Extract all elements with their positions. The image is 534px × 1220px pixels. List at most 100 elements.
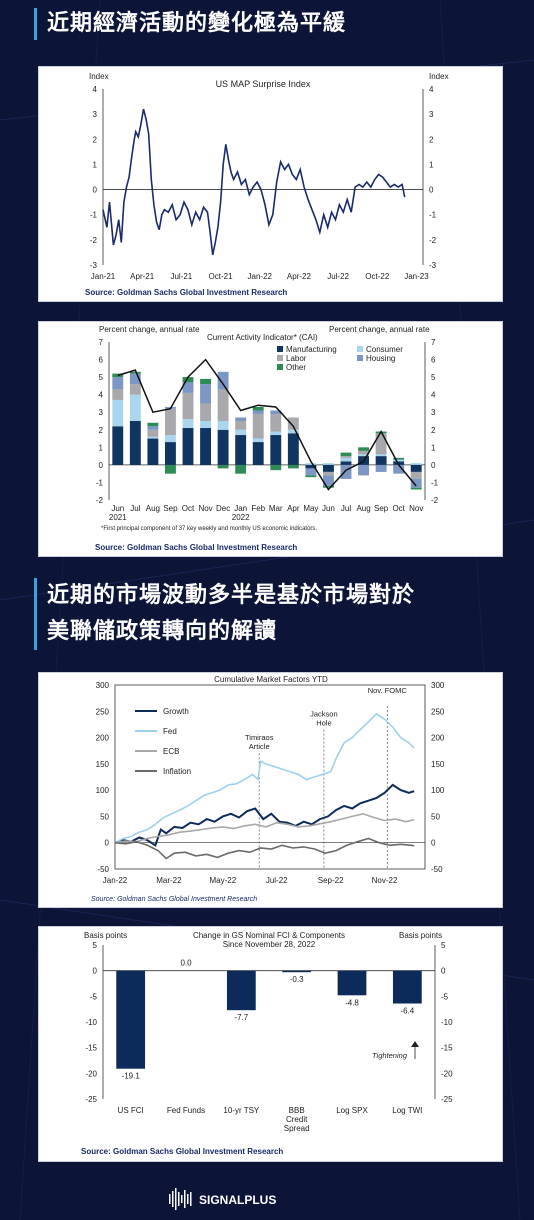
x-tick-label: Jul-21 (170, 272, 192, 281)
bar-segment-manufacturing (270, 435, 282, 465)
chart-source: Source: Goldman Sachs Global Investment … (91, 896, 257, 903)
y-tick-label-right: 2 (431, 426, 436, 435)
x-tick-label: Mar (269, 504, 283, 513)
x-tick-label: Nov (409, 504, 423, 513)
y-tick-label-right: 150 (431, 760, 445, 769)
chart-title: Change in GS Nominal FCI & Components (193, 931, 345, 940)
y-tick-label-left: -2 (96, 496, 104, 505)
bar-segment-manufacturing (217, 429, 229, 465)
y-tick-label-right: 0 (441, 967, 446, 976)
y-tick-label-right: 5 (431, 373, 436, 382)
y-tick-label-right: -5 (441, 992, 449, 1001)
y-tick-label-left: 2 (93, 135, 98, 144)
legend-label-manufacturing: Manufacturing (286, 345, 337, 354)
y-tick-label-left: -1 (96, 478, 104, 487)
chart-title: Cumulative Market Factors YTD (214, 675, 328, 684)
bar-segment-manufacturing (375, 456, 387, 465)
bar-segment-consumer (235, 429, 247, 436)
y-tick-label-left: 4 (93, 85, 98, 94)
y-tick-label-right: -2 (429, 236, 437, 245)
bar-segment-other (217, 464, 229, 469)
y-tick-label-left: 4 (99, 391, 104, 400)
bar-segment-consumer (340, 457, 352, 462)
bar-segment-other (112, 373, 124, 378)
y-tick-label-right: 4 (431, 391, 436, 400)
y-tick-label-left: 0 (93, 186, 98, 195)
y-tick-label-right: -1 (431, 478, 439, 487)
y-tick-label-left: 250 (96, 707, 110, 716)
series-line-growth (114, 783, 415, 847)
bar-segment-labor (182, 392, 194, 420)
bar-segment-housing (252, 410, 264, 414)
x-tick-label: Nov (198, 504, 212, 513)
bar-segment-consumer (217, 421, 229, 430)
bar-segment-consumer (410, 463, 422, 465)
data-label: -6.4 (400, 1007, 414, 1016)
y-tick-label-right: 6 (431, 356, 436, 365)
heading-text-line1: 近期的市場波動多半是基於市場對於 (47, 583, 416, 608)
legend-label-other: Other (286, 363, 306, 372)
x-tick-label: Jun (322, 504, 335, 513)
data-label: -7.7 (234, 1013, 248, 1022)
bar-segment-labor (147, 429, 159, 437)
chart-card-map-surprise: US MAP Surprise Index Index Index 4 4 3 3 2 2 1 1 0… (38, 66, 503, 302)
heading-text-line2: 美聯儲政策轉向的解讀 (47, 619, 278, 644)
bar-segment-other (393, 457, 405, 460)
bar-segment-other (358, 447, 369, 451)
x-tick-label: Jan-22 (103, 876, 128, 885)
y-tick-label-right: 0 (429, 186, 434, 195)
bar-segment-manufacturing (305, 464, 317, 469)
bar-segment-housing (323, 475, 334, 486)
bar-segment-labor (375, 433, 387, 455)
signalplus-logo: SIGNALPLUS (169, 1188, 276, 1210)
legend-label-labor: Labor (286, 354, 307, 363)
x-tick-label: Jun (111, 504, 124, 513)
bar-log-twi (392, 970, 422, 1004)
y-tick-label-left: 2 (99, 426, 104, 435)
y-tick-label-right: -50 (431, 865, 443, 874)
y-tick-label-right: -15 (441, 1044, 453, 1053)
bar-segment-labor (200, 403, 211, 421)
x-tick-label: Jan-21 (91, 272, 116, 281)
bar-segment-housing (200, 384, 211, 404)
bar-segment-manufacturing (340, 461, 352, 465)
bar-segment-manufacturing (112, 426, 124, 465)
bar-segment-labor (410, 471, 422, 479)
x-tick-label: Jan (234, 504, 247, 513)
y-tick-label-right: -20 (441, 1069, 453, 1078)
chart-source: Source: Goldman Sachs Global Investment … (95, 543, 297, 552)
x-tick-label: Sep (163, 504, 178, 513)
bar-bbb-credit-spread (282, 970, 312, 973)
legend-label-housing: Housing (366, 354, 395, 363)
y-axis-label-right: Basis points (399, 931, 442, 940)
y-tick-label-right: 2 (429, 135, 434, 144)
bar-segment-consumer (112, 399, 124, 427)
x-tick-label: BBB (289, 1106, 305, 1115)
x-tick-label: Apr-22 (287, 272, 312, 281)
x-tick-label: Jul-22 (266, 876, 288, 885)
y-tick-label-left: -10 (85, 1018, 97, 1027)
x-tick-label: Spread (284, 1124, 310, 1133)
bar-segment-manufacturing (165, 442, 176, 465)
y-tick-label-left: 3 (93, 110, 98, 119)
x-tick-label: 10-yr TSY (223, 1106, 260, 1115)
y-tick-label-left: 0 (99, 461, 104, 470)
x-tick-label: May-22 (209, 876, 236, 885)
bar-segment-other (305, 475, 317, 478)
x-tick-label: Jul (341, 504, 351, 513)
series-line-map-surprise (102, 108, 406, 256)
bar-segment-manufacturing (393, 461, 405, 465)
y-tick-label-left: 1 (93, 160, 98, 169)
bar-segment-housing (217, 371, 229, 390)
y-axis-label-right: Index (429, 72, 449, 81)
y-tick-label-right: -2 (431, 496, 439, 505)
chart-fci: Basis points Basis points Change in GS Nom… (81, 931, 453, 1156)
bar-segment-consumer (129, 394, 141, 421)
bar-segment-consumer (270, 431, 282, 436)
y-tick-label-right: 3 (431, 408, 436, 417)
bar-segment-manufacturing (200, 428, 211, 465)
legend-label-growth: Growth (163, 707, 189, 716)
bar-segment-labor (165, 408, 176, 436)
bar-segment-other (270, 464, 282, 471)
x-year-label: 2021 (109, 513, 127, 522)
